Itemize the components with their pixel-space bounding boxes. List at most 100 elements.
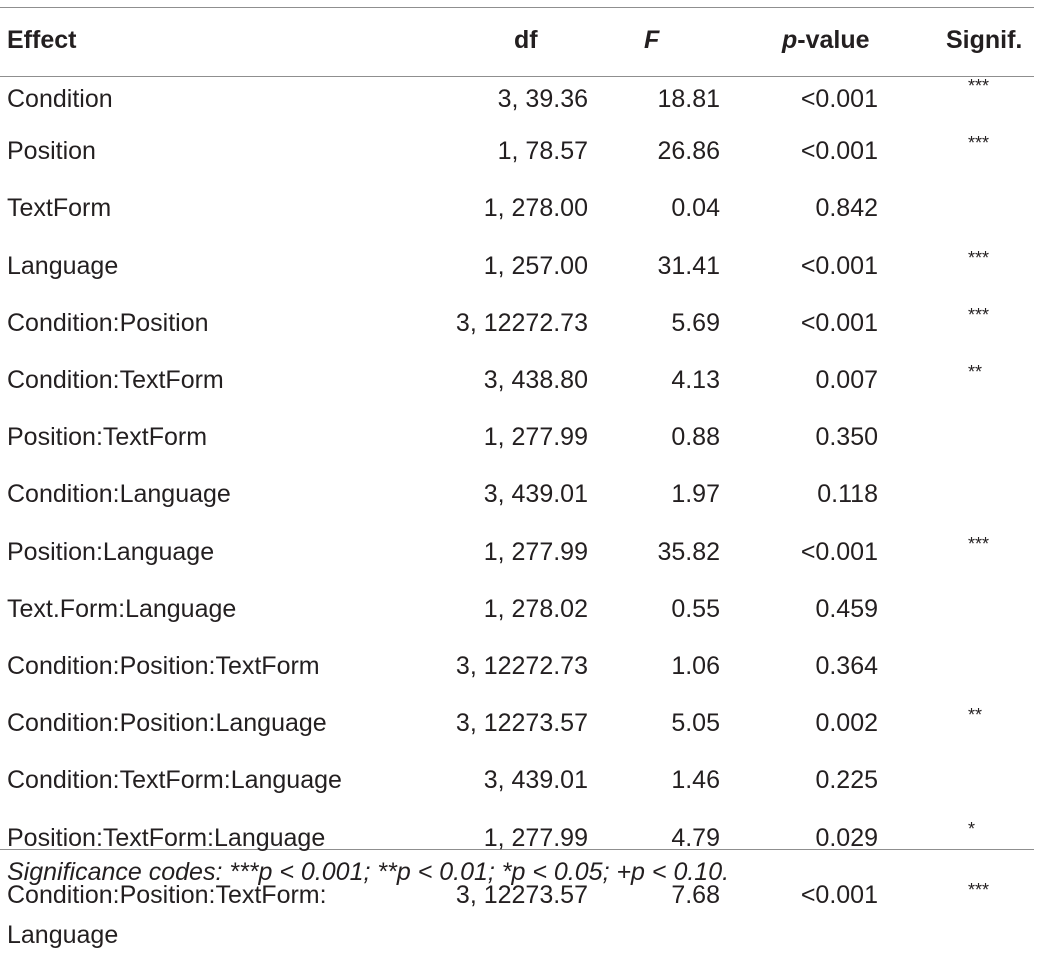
cell-f: 35.82	[657, 537, 720, 566]
cell-df: 3, 439.01	[483, 480, 588, 509]
table-row: Position:Language 1, 277.99 35.82 <0.001 ***	[0, 524, 1040, 581]
cell-effect: TextForm	[7, 194, 112, 223]
cell-df: 3, 39.36	[497, 85, 588, 114]
cell-signif: ***	[968, 247, 990, 268]
cell-p-value: 0.029	[815, 823, 878, 852]
cell-effect: Text.Form:Language	[7, 594, 237, 623]
top-rule	[0, 7, 1034, 8]
cell-p-value: <0.001	[800, 537, 878, 566]
cell-df: 3, 438.80	[483, 366, 588, 395]
anova-table-figure: Effect df F p-value Signif. Condition 3, …	[0, 7, 1034, 949]
cell-df: 1, 277.99	[483, 423, 588, 452]
table-row: Condition:TextForm:Language 3, 439.01 1.46…	[0, 752, 1040, 809]
cell-df: 1, 277.99	[483, 823, 588, 852]
cell-effect: Position	[7, 137, 96, 166]
cell-effect: Condition:Language	[7, 480, 231, 509]
cell-df: 3, 12272.73	[455, 308, 588, 337]
table-row: Condition:Language 3, 439.01 1.97 0.118	[0, 466, 1040, 523]
cell-effect: Condition:Position	[7, 308, 209, 337]
cell-signif	[886, 409, 1040, 466]
cell-p-value: 0.002	[815, 709, 878, 738]
cell-df: 3, 12272.73	[455, 651, 588, 680]
header-rule	[0, 76, 1034, 77]
cell-f: 0.55	[671, 594, 720, 623]
table-row: Position:TextForm:Language 1, 277.99 4.79 0…	[0, 809, 1040, 866]
table-row: Position:TextForm 1, 277.99 0.88 0.350	[0, 409, 1040, 466]
header-signif: Signif.	[946, 25, 1023, 54]
cell-signif	[886, 581, 1040, 638]
cell-p-value: 0.459	[815, 594, 878, 623]
header-p-suffix: -value	[797, 25, 870, 54]
cell-p-value: <0.001	[800, 308, 878, 337]
header-df: df	[514, 25, 538, 54]
cell-signif	[886, 180, 1040, 237]
cell-effect: Condition	[7, 85, 113, 114]
cell-df: 1, 257.00	[483, 251, 588, 280]
cell-df: 1, 277.99	[483, 537, 588, 566]
cell-signif	[886, 638, 1040, 695]
cell-signif: **	[968, 361, 983, 382]
cell-p-value: <0.001	[800, 137, 878, 166]
cell-signif: ***	[968, 304, 990, 325]
cell-f: 4.79	[671, 823, 720, 852]
cell-signif: ***	[968, 533, 990, 554]
cell-effect: Position:Language	[7, 537, 215, 566]
cell-f: 4.13	[671, 366, 720, 395]
cell-effect: Position:TextForm	[7, 423, 208, 452]
cell-f: 1.97	[671, 480, 720, 509]
cell-signif: ***	[968, 76, 990, 96]
header-p-value: p-value	[724, 14, 886, 66]
cell-effect: Language	[7, 251, 119, 280]
cell-df: 3, 439.01	[483, 766, 588, 795]
cell-p-value: 0.225	[815, 766, 878, 795]
table-row: Condition:TextForm 3, 438.80 4.13 0.007 **	[0, 352, 1040, 409]
table-row: Text.Form:Language 1, 278.02 0.55 0.459	[0, 581, 1040, 638]
cell-p-value: 0.364	[815, 651, 878, 680]
header-row: Effect df F p-value Signif.	[0, 14, 1040, 66]
cell-p-value: 0.350	[815, 423, 878, 452]
cell-df: 1, 278.00	[483, 194, 588, 223]
cell-signif: **	[968, 705, 983, 726]
cell-p-value: <0.001	[800, 85, 878, 114]
table-row: Condition:Position:TextForm 3, 12272.73 1.…	[0, 638, 1040, 695]
cell-f: 5.05	[671, 709, 720, 738]
cell-f: 26.86	[657, 137, 720, 166]
bottom-rule	[0, 849, 1034, 850]
cell-f: 1.46	[671, 766, 720, 795]
header-p-italic: p	[782, 25, 798, 54]
anova-table: Effect df F p-value Signif. Condition 3, …	[0, 14, 1040, 963]
cell-f: 31.41	[657, 251, 720, 280]
cell-f: 1.06	[671, 651, 720, 680]
table-row: Position 1, 78.57 26.86 <0.001 ***	[0, 123, 1040, 180]
cell-p-value: 0.842	[815, 194, 878, 223]
cell-df: 1, 278.02	[483, 594, 588, 623]
cell-effect: Condition:Position:TextForm	[7, 651, 320, 680]
header-f: F	[644, 25, 660, 54]
cell-f: 0.88	[671, 423, 720, 452]
cell-df: 1, 78.57	[497, 137, 588, 166]
significance-footnote: Significance codes: ***p < 0.001; **p < …	[7, 858, 730, 886]
cell-signif	[886, 466, 1040, 523]
table-row: Condition:Position 3, 12272.73 5.69 <0.001 *…	[0, 295, 1040, 352]
cell-f: 0.04	[671, 194, 720, 223]
cell-effect: Condition:TextForm	[7, 366, 224, 395]
cell-f: 18.81	[657, 85, 720, 114]
header-effect: Effect	[7, 25, 77, 54]
cell-effect: Condition:TextForm:Language	[7, 766, 342, 795]
cell-p-value: 0.007	[815, 366, 878, 395]
cell-effect: Condition:Position:Language	[7, 709, 327, 738]
cell-p-value: <0.001	[800, 880, 878, 909]
cell-effect: Position:TextForm:Language	[7, 823, 326, 852]
cell-df: 3, 12273.57	[455, 709, 588, 738]
table-row: Condition 3, 39.36 18.81 <0.001 ***	[0, 66, 1040, 123]
cell-signif: ***	[968, 879, 990, 900]
cell-signif	[886, 752, 1040, 809]
cell-p-value: 0.118	[817, 480, 878, 509]
cell-f: 5.69	[671, 308, 720, 337]
cell-signif: ***	[968, 133, 990, 154]
cell-signif: *	[968, 819, 976, 840]
table-row: Language 1, 257.00 31.41 <0.001 ***	[0, 238, 1040, 295]
cell-p-value: <0.001	[800, 251, 878, 280]
table-row: TextForm 1, 278.00 0.04 0.842	[0, 180, 1040, 237]
table-row: Condition:Position:Language 3, 12273.57 5.…	[0, 695, 1040, 752]
